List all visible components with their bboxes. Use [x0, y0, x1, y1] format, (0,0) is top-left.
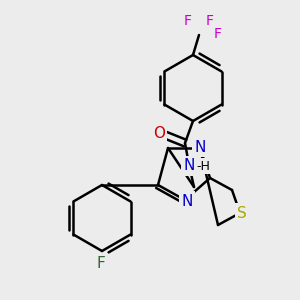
- Text: F: F: [214, 27, 222, 41]
- Text: N: N: [183, 158, 195, 173]
- Text: N: N: [194, 140, 206, 154]
- Text: N: N: [181, 194, 193, 208]
- Text: F: F: [97, 256, 105, 271]
- Text: O: O: [153, 127, 165, 142]
- Text: F: F: [184, 14, 192, 28]
- Text: F: F: [206, 14, 214, 28]
- Text: S: S: [237, 206, 247, 220]
- Text: -H: -H: [196, 160, 210, 172]
